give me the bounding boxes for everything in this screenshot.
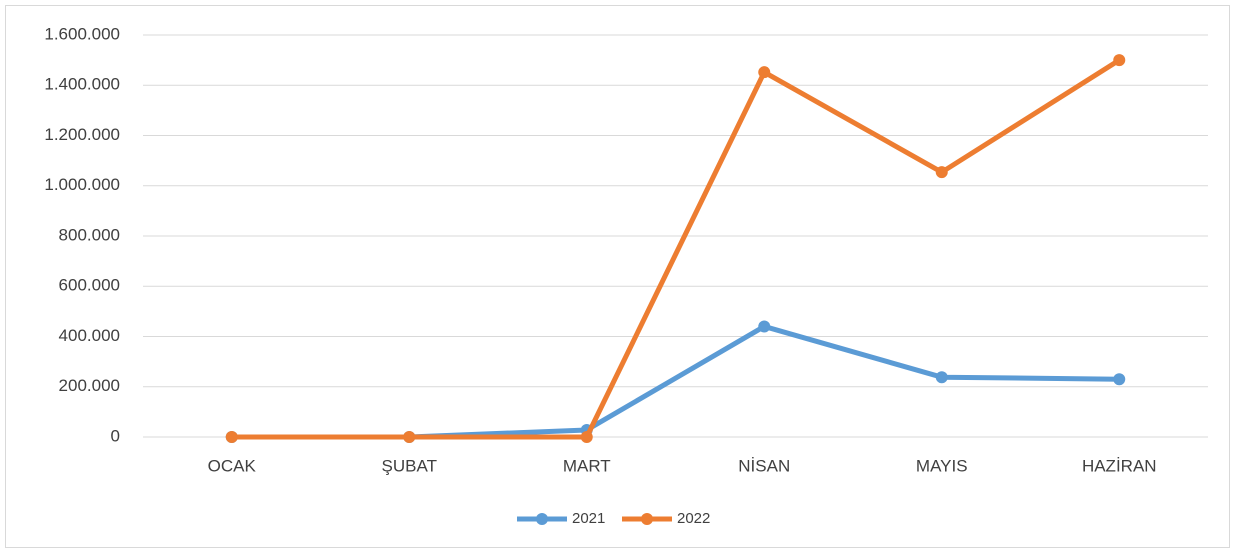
y-tick-label: 1.200.000 — [44, 125, 120, 144]
legend-label: 2022 — [677, 510, 710, 527]
x-tick-label: NİSAN — [738, 456, 790, 475]
data-point — [1113, 54, 1126, 67]
y-tick-label: 1.400.000 — [44, 75, 120, 94]
series-line — [231, 58, 1121, 440]
data-point — [935, 371, 948, 384]
y-tick-label: 1.000.000 — [44, 175, 120, 194]
data-point — [935, 166, 948, 179]
legend-marker — [641, 513, 653, 525]
data-point — [758, 66, 771, 79]
data-point — [403, 431, 416, 443]
x-tick-label: OCAK — [208, 456, 257, 475]
data-point — [580, 431, 593, 443]
y-tick-label: 600.000 — [59, 276, 120, 295]
x-tick-label: ŞUBAT — [382, 456, 437, 475]
y-tick-label: 0 — [111, 426, 120, 445]
legend-marker — [536, 513, 548, 525]
y-tick-label: 1.600.000 — [44, 24, 120, 43]
data-point — [758, 320, 771, 333]
y-tick-label: 800.000 — [59, 225, 120, 244]
x-tick-label: HAZİRAN — [1082, 456, 1157, 475]
y-tick-label: 200.000 — [59, 376, 120, 395]
legend-label: 2021 — [572, 510, 605, 527]
x-tick-label: MAYIS — [916, 456, 968, 475]
chart-border — [5, 5, 1230, 548]
data-point — [1113, 373, 1126, 386]
x-tick-label: MART — [563, 456, 611, 475]
y-tick-label: 400.000 — [59, 326, 120, 345]
data-point — [225, 431, 238, 443]
